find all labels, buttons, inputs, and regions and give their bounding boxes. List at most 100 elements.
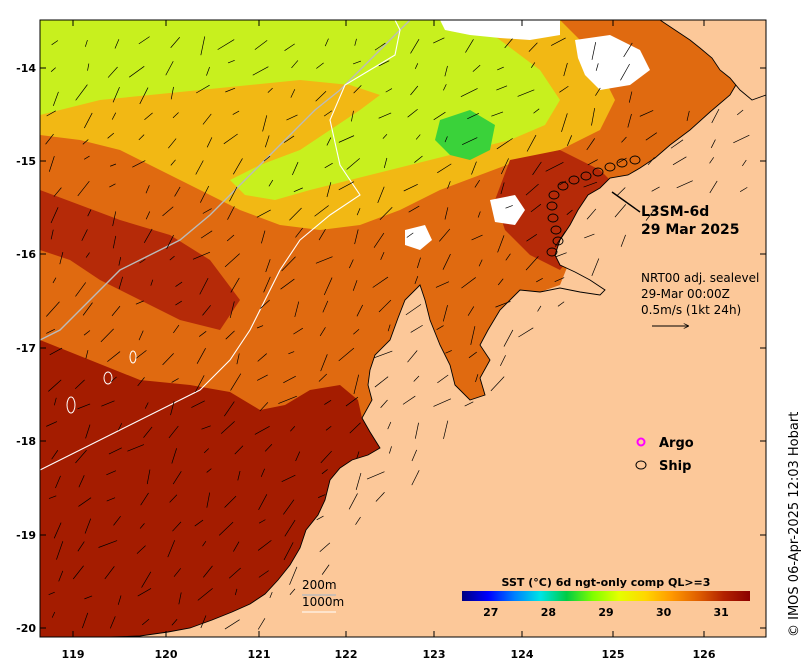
current-vector-379 — [56, 541, 64, 560]
current-vector-167 — [379, 206, 393, 220]
current-vector-75 — [491, 111, 504, 117]
current-vector-309 — [278, 395, 297, 404]
current-vector-88 — [168, 138, 177, 149]
lon-label-6: 125 — [602, 648, 625, 661]
ship-observation-10 — [550, 225, 562, 235]
current-vector-5 — [200, 36, 206, 56]
current-vector-80 — [639, 110, 654, 117]
current-vector-213 — [525, 256, 539, 271]
current-vector-240 — [229, 301, 235, 319]
current-vector-188 — [373, 232, 385, 248]
current-vector-103 — [621, 136, 627, 143]
current-vector-373 — [194, 519, 204, 527]
current-vector-155 — [739, 187, 748, 192]
current-vector-131 — [742, 159, 747, 167]
current-vector-64 — [172, 112, 179, 119]
current-vector-0 — [51, 40, 59, 46]
lon-label-1: 120 — [155, 648, 178, 661]
current-vector-196 — [620, 234, 626, 247]
current-vector-123 — [500, 158, 509, 175]
current-vector-315 — [464, 401, 474, 407]
colorbar-title: SST (°C) 6d ngt-only comp QL>=3 — [502, 576, 711, 589]
cloud-gap-2 — [575, 35, 650, 90]
current-vector-313 — [402, 395, 416, 405]
current-vector-144 — [403, 183, 418, 192]
current-vector-388 — [319, 542, 331, 553]
current-vector-329 — [443, 420, 449, 440]
current-vector-108 — [48, 155, 55, 172]
ship-observation-8 — [546, 201, 558, 211]
current-vector-187 — [354, 229, 359, 245]
current-vector-411 — [141, 618, 150, 626]
current-vector-101 — [566, 135, 572, 146]
current-vector-174 — [586, 208, 597, 220]
plot-area — [40, 20, 766, 637]
lat-label-2: -16 — [16, 248, 36, 261]
cloud-gap-1 — [440, 20, 560, 40]
current-vector-277 — [288, 351, 295, 355]
current-vector-90 — [223, 133, 238, 145]
current-vector-134 — [109, 183, 116, 188]
current-vector-157 — [87, 209, 92, 217]
current-vector-189 — [406, 232, 414, 238]
current-vector-100 — [526, 134, 537, 152]
current-vector-58 — [595, 87, 601, 96]
current-vector-181 — [166, 234, 174, 250]
current-vector-350 — [260, 468, 265, 477]
current-vector-393 — [173, 568, 182, 577]
current-vector-56 — [517, 89, 535, 97]
current-vector-269 — [49, 347, 63, 356]
product-title: L3SM-6d — [641, 204, 709, 220]
current-vector-125 — [545, 161, 564, 172]
current-vector-83 — [736, 109, 744, 116]
current-vector-93 — [326, 137, 332, 146]
product-date: 29 Mar 2025 — [641, 222, 739, 238]
current-vector-96 — [415, 134, 421, 140]
current-vector-404 — [197, 588, 213, 601]
current-vector-209 — [416, 257, 421, 269]
current-vector-389 — [58, 570, 64, 582]
lon-label-3: 122 — [335, 648, 358, 661]
current-vector-69 — [323, 110, 333, 117]
current-vector-126 — [587, 159, 598, 166]
current-vector-312 — [380, 399, 388, 408]
current-vector-145 — [447, 181, 451, 189]
current-vector-229 — [435, 281, 450, 288]
cloud-gap-3 — [490, 195, 525, 225]
sst-field-hot-3 — [495, 150, 620, 270]
current-vector-128 — [647, 157, 655, 166]
current-vector-162 — [227, 206, 235, 220]
current-vector-227 — [372, 276, 389, 288]
current-vector-89 — [206, 137, 213, 148]
current-vector-202 — [192, 251, 211, 260]
current-vector-180 — [143, 228, 153, 243]
current-vector-135 — [145, 185, 150, 194]
current-vector-59 — [628, 91, 633, 103]
current-vector-377 — [316, 515, 324, 521]
current-vector-225 — [323, 277, 333, 296]
current-vector-322 — [220, 421, 235, 434]
current-vector-47 — [267, 87, 273, 93]
current-vector-20 — [50, 67, 56, 72]
current-vector-9 — [324, 38, 329, 47]
current-info-line-1: NRT00 adj. sealevel — [641, 271, 759, 285]
current-vector-354 — [366, 471, 385, 480]
current-vector-177 — [50, 229, 54, 240]
current-vector-365 — [318, 494, 326, 498]
ship-track — [546, 155, 641, 257]
current-vector-378 — [355, 516, 361, 525]
current-vector-260 — [293, 327, 303, 335]
current-vector-12 — [410, 39, 420, 54]
current-vector-68 — [286, 114, 298, 121]
current-vector-232 — [536, 277, 543, 283]
current-vector-179 — [112, 235, 117, 249]
current-vector-327 — [387, 421, 392, 430]
current-vector-41 — [75, 84, 88, 101]
current-vector-95 — [382, 134, 388, 139]
current-vector-24 — [165, 61, 174, 76]
current-vector-364 — [283, 499, 295, 515]
current-vector-356 — [48, 495, 57, 499]
current-vector-413 — [200, 615, 207, 629]
current-vector-284 — [500, 355, 506, 367]
